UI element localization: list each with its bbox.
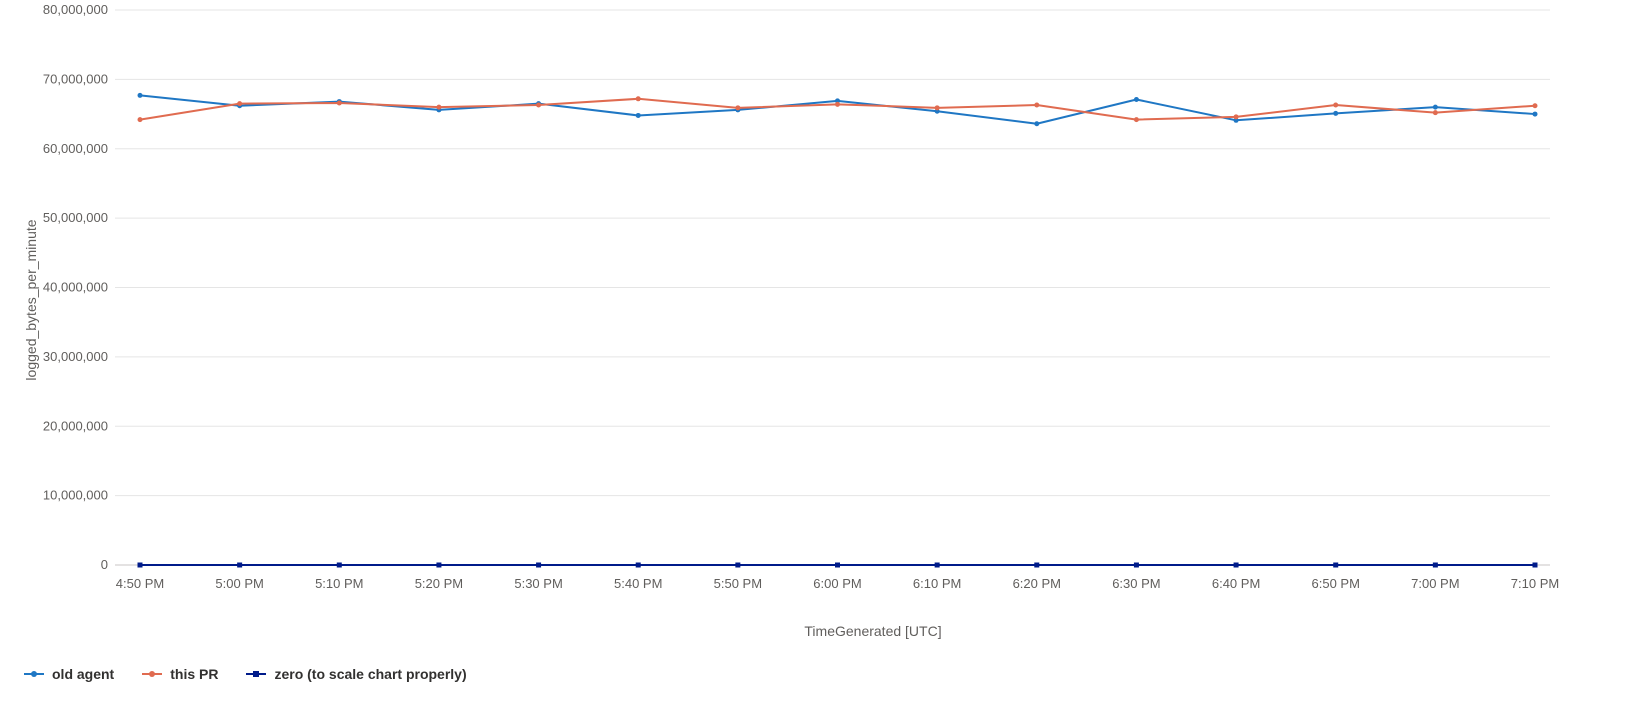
data-point[interactable] (1133, 117, 1139, 123)
x-tick-label: 5:00 PM (215, 576, 263, 591)
data-point[interactable] (436, 562, 442, 568)
x-tick-label: 6:20 PM (1013, 576, 1061, 591)
data-point[interactable] (1133, 96, 1139, 102)
y-tick-label: 10,000,000 (43, 488, 108, 503)
x-axis: 4:50 PM 5:00 PM 5:10 PM 5:20 PM 5:30 PM 5:40 … (115, 564, 1559, 591)
y-tick-label: 70,000,000 (43, 71, 108, 86)
legend-swatch-this-pr (142, 669, 163, 679)
legend-label-zero: zero (to scale chart properly) (274, 666, 467, 682)
data-point[interactable] (1333, 102, 1339, 108)
legend-marker-old-agent (31, 671, 37, 677)
legend-swatch-old-agent (24, 669, 44, 679)
data-point[interactable] (835, 562, 840, 568)
x-tick-label: 5:40 PM (614, 576, 662, 591)
legend-swatch-zero (246, 669, 267, 679)
data-point[interactable] (934, 105, 940, 111)
x-tick-label: 4:50 PM (116, 576, 164, 591)
y-tick-label: 40,000,000 (43, 280, 108, 295)
data-point[interactable] (835, 101, 840, 107)
legend-marker-this-pr (149, 671, 156, 677)
data-point[interactable] (137, 92, 143, 98)
data-point[interactable] (536, 102, 542, 108)
y-tick-label: 60,000,000 (43, 141, 108, 156)
data-point[interactable] (1233, 562, 1239, 568)
legend-label-this-pr: this PR (170, 666, 219, 682)
data-point[interactable] (635, 112, 641, 118)
data-point[interactable] (735, 562, 741, 568)
x-tick-label: 7:10 PM (1511, 576, 1559, 591)
y-axis: 0 10,000,000 20,000,000 30,000,000 40,000,00… (43, 2, 108, 572)
x-tick-label: 6:10 PM (913, 576, 961, 591)
data-point[interactable] (1233, 114, 1239, 120)
legend-item-old-agent[interactable]: old agent (24, 666, 114, 682)
y-tick-label: 50,000,000 (43, 210, 108, 225)
data-point[interactable] (137, 562, 143, 568)
legend-item-this-pr[interactable]: this PR (142, 666, 218, 682)
x-tick-label: 5:20 PM (415, 576, 463, 591)
series-1 (137, 96, 1538, 123)
data-point[interactable] (336, 562, 342, 568)
line-chart: 0 10,000,000 20,000,000 30,000,000 40,000,00… (23, 2, 1559, 639)
data-point[interactable] (536, 562, 542, 568)
x-axis-title: TimeGenerated [UTC] (804, 623, 941, 639)
x-tick-label: 7:00 PM (1411, 576, 1459, 591)
data-point[interactable] (1532, 111, 1538, 117)
x-tick-label: 5:10 PM (315, 576, 363, 591)
y-tick-label: 0 (101, 557, 108, 572)
y-tick-label: 80,000,000 (43, 2, 108, 17)
data-point[interactable] (137, 117, 143, 123)
data-point[interactable] (635, 562, 641, 568)
data-point[interactable] (1432, 562, 1438, 568)
data-point[interactable] (635, 96, 641, 102)
x-tick-label: 6:40 PM (1212, 576, 1260, 591)
x-tick-label: 6:30 PM (1112, 576, 1160, 591)
legend-item-zero[interactable]: zero (to scale chart properly) (246, 666, 467, 682)
data-point[interactable] (934, 562, 940, 568)
data-point[interactable] (237, 562, 243, 568)
legend: old agent this PR zero (to scale chart p… (24, 666, 467, 682)
data-point[interactable] (1034, 562, 1040, 568)
x-tick-label: 6:50 PM (1312, 576, 1360, 591)
gridlines (115, 9, 1550, 566)
x-tick-label: 5:30 PM (514, 576, 562, 591)
y-tick-label: 30,000,000 (43, 349, 108, 364)
legend-marker-zero (253, 671, 260, 677)
y-tick-label: 20,000,000 (43, 418, 108, 433)
series-0 (137, 92, 1538, 127)
data-point[interactable] (735, 105, 741, 111)
data-point[interactable] (1532, 562, 1538, 568)
data-point[interactable] (1133, 562, 1139, 568)
data-point[interactable] (1034, 121, 1040, 127)
data-point[interactable] (1333, 110, 1339, 116)
x-tick-label: 6:00 PM (813, 576, 861, 591)
data-point[interactable] (934, 108, 940, 114)
data-point[interactable] (1532, 103, 1538, 109)
data-point[interactable] (835, 98, 840, 104)
data-point[interactable] (1432, 110, 1438, 116)
data-point[interactable] (1432, 104, 1438, 110)
data-point[interactable] (436, 104, 442, 110)
series-2 (137, 562, 1538, 568)
series-lines (137, 92, 1538, 568)
legend-label-old-agent: old agent (52, 666, 115, 682)
data-point[interactable] (1233, 117, 1239, 123)
y-axis-title: logged_bytes_per_minute (23, 219, 39, 380)
data-point[interactable] (237, 101, 243, 107)
data-point[interactable] (1333, 562, 1339, 568)
data-point[interactable] (336, 100, 342, 106)
x-tick-label: 5:50 PM (714, 576, 762, 591)
data-point[interactable] (1034, 102, 1040, 108)
